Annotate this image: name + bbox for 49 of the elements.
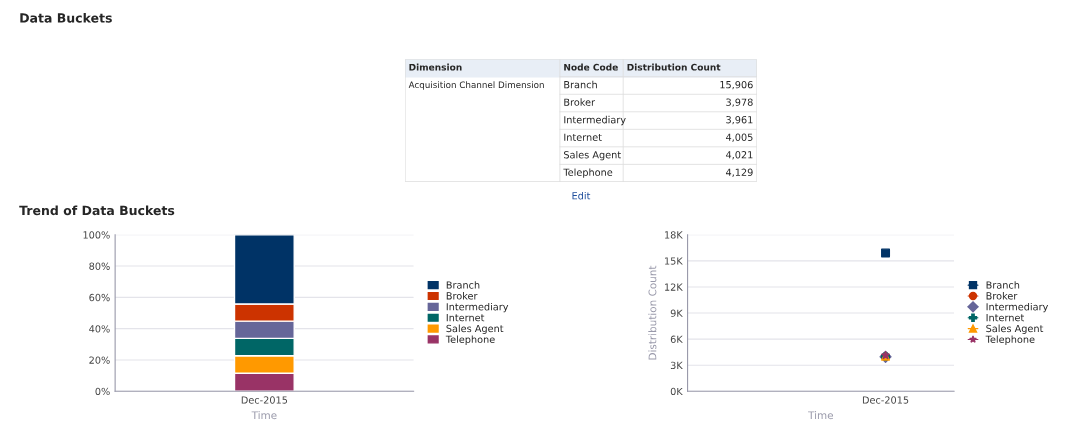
y-axis-title: Distribution Count — [648, 265, 657, 360]
category-label: Branch — [564, 80, 597, 89]
legend-label: Branch — [446, 281, 480, 289]
y-tick-label: 12K — [665, 283, 683, 291]
category-label: Intermediary — [564, 115, 626, 126]
x-axis-title: Time — [808, 411, 834, 420]
category-label: Broker — [564, 98, 596, 106]
y-tick-label: 0% — [95, 387, 110, 396]
legend-label: Branch — [986, 281, 1020, 289]
text: Dimension — [409, 63, 462, 71]
y-tick-label: 9K — [670, 309, 683, 317]
text: 3,978 — [726, 98, 753, 107]
legend-label: Intermediary — [986, 302, 1049, 313]
y-tick-label: 40% — [89, 325, 110, 333]
text: Distribution Count — [627, 63, 721, 71]
y-tick-label: 80% — [89, 262, 110, 270]
text: Edit — [572, 191, 591, 200]
chart-title: Trend of Data Buckets — [19, 205, 175, 216]
x-tick-label: Dec-2015 — [862, 396, 909, 404]
y-tick-label: 18K — [665, 231, 683, 239]
text: 15,906 — [720, 80, 753, 90]
legend-label: Broker — [986, 292, 1018, 300]
y-tick-label: 60% — [89, 293, 110, 302]
y-tick-label: 3K — [670, 361, 683, 370]
y-tick-label: 15K — [665, 257, 683, 265]
category-label: Internet — [564, 133, 602, 141]
text: Node Code — [564, 63, 618, 71]
category-label: Sales Agent — [564, 150, 621, 161]
legend-label: Sales Agent — [446, 324, 504, 335]
legend-label: Sales Agent — [986, 324, 1044, 335]
text: 3,961 — [726, 116, 753, 125]
x-tick-label: Dec-2015 — [241, 396, 288, 404]
x-axis-title: Time — [251, 411, 277, 420]
legend-label: Internet — [446, 314, 485, 322]
y-tick-label: 0K — [670, 387, 683, 396]
legend-label: Broker — [446, 292, 478, 300]
text: 4,129 — [725, 168, 753, 177]
text: Acquisition Channel Dimension — [408, 81, 544, 90]
legend-label: Telephone — [445, 335, 495, 345]
legend-label: Internet — [986, 314, 1025, 322]
y-tick-label: 100% — [83, 231, 110, 239]
legend-label: Intermediary — [446, 302, 509, 313]
y-tick-label: 6K — [670, 335, 683, 343]
legend-label: Telephone — [985, 335, 1035, 345]
y-tick-label: 20% — [89, 356, 110, 364]
text: Data Buckets — [20, 12, 112, 23]
text: 4,005 — [725, 133, 753, 142]
text: 4,021 — [725, 151, 753, 160]
category-label: Telephone — [563, 168, 613, 178]
